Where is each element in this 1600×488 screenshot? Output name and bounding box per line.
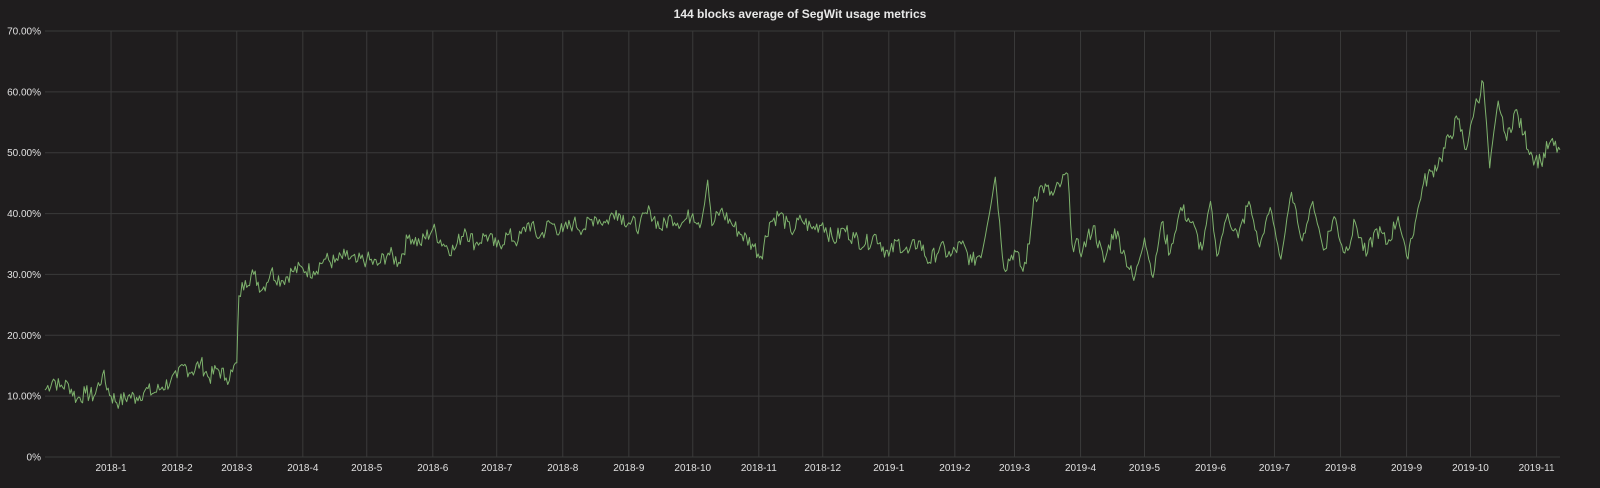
y-tick-label: 20.00% (7, 331, 41, 342)
x-tick-label: 2019-2 (939, 463, 971, 474)
x-tick-label: 2019-3 (999, 463, 1031, 474)
plot-area[interactable] (44, 80, 1561, 409)
x-tick-label: 2019-11 (1519, 463, 1555, 474)
x-tick-label: 2018-3 (221, 463, 253, 474)
y-tick-label: 60.00% (7, 87, 41, 98)
x-tick-label: 2018-4 (287, 463, 319, 474)
y-tick-label: 40.00% (7, 209, 41, 220)
x-tick-label: 2018-11 (741, 463, 777, 474)
x-tick-label: 2018-1 (95, 463, 127, 474)
panel-title[interactable]: 144 blocks average of SegWit usage metri… (673, 7, 927, 21)
x-tick-label: 2019-7 (1259, 463, 1291, 474)
x-axis: 2018-1 2018-2 2018-3 2018-4 2018-5 2018-6 2018… (95, 463, 1554, 474)
x-tick-label: 2018-8 (547, 463, 579, 474)
y-tick-label: 0% (27, 453, 42, 464)
x-tick-label: 2018-7 (481, 463, 513, 474)
x-tick-label: 2018-10 (674, 463, 711, 474)
y-tick-label: 30.00% (7, 270, 41, 281)
x-tick-label: 2018-9 (613, 463, 645, 474)
x-tick-label: 2019-1 (873, 463, 905, 474)
y-axis: 0% 10.00% 20.00% 30.00% 40.00% 50.00% 60.00% 70… (7, 27, 41, 464)
x-tick-label: 2019-6 (1195, 463, 1227, 474)
x-tick-label: 2019-4 (1065, 463, 1097, 474)
y-tick-label: 10.00% (7, 392, 41, 403)
grid-lines (45, 30, 1560, 458)
x-tick-label: 2019-9 (1391, 463, 1423, 474)
x-tick-label: 2018-12 (804, 463, 841, 474)
y-tick-label: 70.00% (7, 27, 41, 38)
x-tick-label: 2018-6 (417, 463, 449, 474)
x-tick-label: 2018-2 (162, 463, 194, 474)
x-tick-label: 2019-5 (1129, 463, 1161, 474)
y-tick-label: 50.00% (7, 148, 41, 159)
x-tick-label: 2018-5 (351, 463, 383, 474)
x-tick-label: 2019-10 (1452, 463, 1489, 474)
series-line[interactable] (44, 80, 1561, 409)
x-tick-label: 2019-8 (1325, 463, 1357, 474)
